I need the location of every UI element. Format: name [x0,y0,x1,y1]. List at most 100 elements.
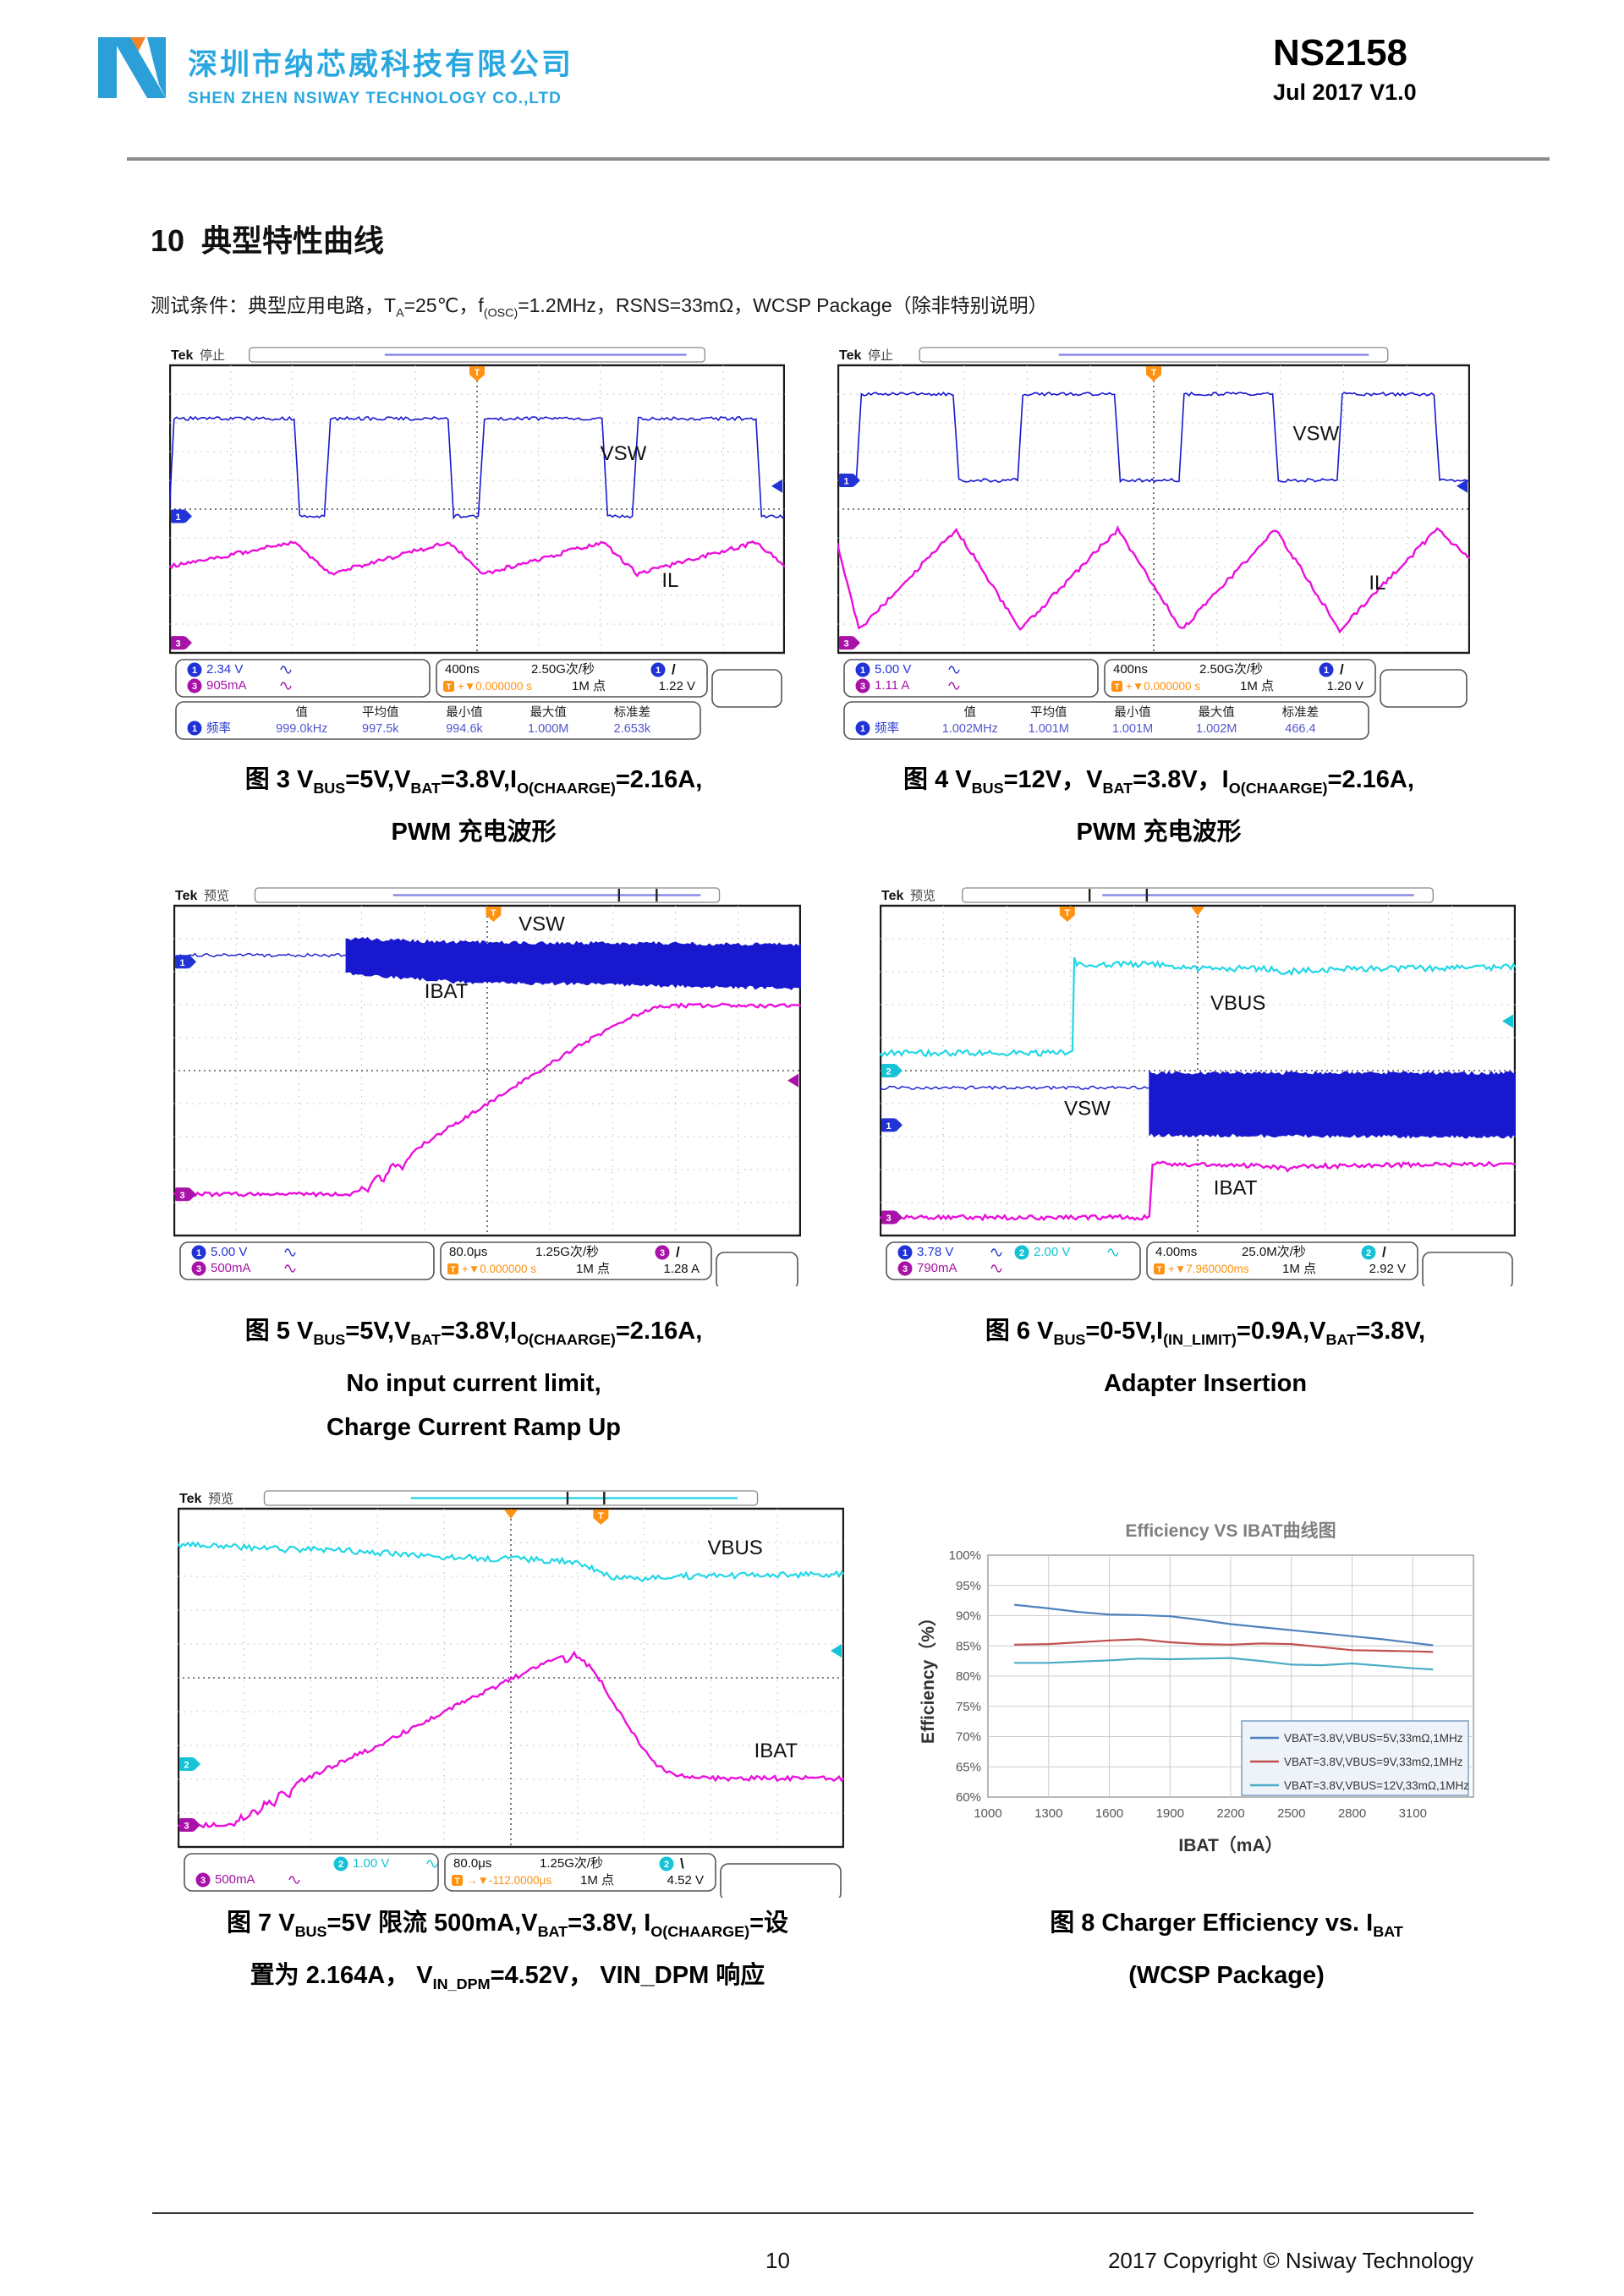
svg-text:Efficiency VS IBAT曲线图: Efficiency VS IBAT曲线图 [1125,1521,1336,1541]
svg-text:25.0M次/秒: 25.0M次/秒 [1242,1245,1306,1259]
svg-text:停止: 停止 [200,348,225,363]
svg-text:1.11 A: 1.11 A [875,678,909,693]
svg-text:Tek: Tek [881,889,903,903]
svg-text:5.00 V: 5.00 V [211,1245,247,1259]
caption-line: 图 8 Charger Efficiency vs. IBAT [884,1901,1569,1954]
svg-text:80%: 80% [956,1669,981,1684]
svg-text:3: 3 [660,1248,665,1258]
footer-copyright: 2017 Copyright © Nsiway Technology [152,2248,1473,2274]
svg-text:/: / [1340,661,1344,677]
company-name-en: SHEN ZHEN NSIWAY TECHNOLOGY CO.,LTD [188,90,573,108]
svg-text:997.5k: 997.5k [362,722,399,736]
svg-text:3: 3 [179,1191,184,1201]
svg-text:2.50G次/秒: 2.50G次/秒 [531,662,595,677]
svg-text:频率: 频率 [875,721,899,736]
svg-text:T: T [475,368,480,378]
svg-text:2: 2 [1019,1248,1024,1258]
caption-fig8: 图 8 Charger Efficiency vs. IBAT (WCSP Pac… [884,1901,1569,1997]
company-block: 深圳市纳芯威科技有限公司 SHEN ZHEN NSIWAY TECHNOLOGY… [188,41,573,108]
scope-fig3: Tek 停止 VSW IL T 1 3 1 2.34 V 3 905mA 400ns 2.50G次/秒 1… [169,345,785,750]
svg-text:3: 3 [843,639,848,649]
caption-fig4: 图 4 VBUS=12V，VBAT=3.8V，IO(CHAARGE)=2.16A… [816,758,1501,854]
company-name-cn: 深圳市纳芯威科技有限公司 [188,41,573,84]
svg-text:100%: 100% [949,1548,981,1563]
caption-line: 图 5 VBUS=5V,VBAT=3.8V,IO(CHAARGE)=2.16A, [131,1309,816,1362]
footer-divider [152,2212,1473,2214]
svg-text:1M 点: 1M 点 [580,1873,614,1888]
svg-text:VBAT=3.8V,VBUS=9V,33mΩ,1MHz: VBAT=3.8V,VBUS=9V,33mΩ,1MHz [1284,1756,1463,1768]
svg-text:1.25G次/秒: 1.25G次/秒 [540,1856,603,1871]
caption-line: Charge Current Ramp Up [131,1406,816,1449]
svg-text:500mA: 500mA [215,1872,255,1887]
svg-text:VSW: VSW [518,912,565,935]
scope-canvas-fig6: Tek 预览VBUSVSWIBATT2131 3.78 V 2 2.00 V3 790mA… [880,885,1516,1286]
svg-text:400ns: 400ns [1113,662,1148,677]
svg-text:T: T [1114,683,1119,693]
svg-text:70%: 70% [956,1730,981,1745]
svg-text:最大值: 最大值 [1198,705,1235,720]
svg-text:400ns: 400ns [445,662,480,677]
svg-text:1900: 1900 [1156,1806,1184,1821]
svg-text:Efficiency（%）: Efficiency（%） [918,1608,938,1744]
svg-text:1: 1 [886,1121,891,1132]
svg-text:IBAT: IBAT [1214,1176,1258,1199]
svg-text:T: T [1064,908,1070,918]
svg-text:停止: 停止 [868,348,893,363]
svg-text:3: 3 [192,682,197,692]
svg-text:1300: 1300 [1034,1806,1062,1821]
svg-text:790mA: 790mA [917,1261,957,1275]
caption-fig6: 图 6 VBUS=0-5V,I(IN_LIMIT)=0.9A,VBAT=3.8V… [863,1309,1548,1406]
svg-text:3: 3 [903,1264,908,1274]
svg-text:Tek: Tek [839,348,861,363]
svg-text:1.001M: 1.001M [1029,722,1069,736]
svg-text:1M 点: 1M 点 [1282,1262,1316,1276]
efficiency-chart-canvas: Efficiency VS IBAT曲线图 60% 65% 70% 75% 80% 85% 9… [914,1516,1506,1876]
svg-text:1: 1 [196,1248,201,1258]
svg-text:2: 2 [338,1860,343,1870]
svg-text:T: T [598,1511,604,1521]
svg-text:4.52 V: 4.52 V [667,1873,704,1888]
svg-text:2500: 2500 [1277,1806,1305,1821]
svg-text:2: 2 [886,1067,891,1077]
svg-text:VBUS: VBUS [707,1537,762,1559]
svg-text:1.001M: 1.001M [1112,722,1153,736]
svg-text:466.4: 466.4 [1285,722,1315,736]
svg-text:5.00 V: 5.00 V [875,662,911,677]
svg-text:1: 1 [860,666,865,676]
svg-text:IBAT: IBAT [754,1740,798,1762]
svg-text:T: T [1156,1266,1161,1275]
svg-text:→▼-112.0000μs: →▼-112.0000μs [466,1874,551,1887]
svg-text:VBUS: VBUS [1210,992,1265,1015]
svg-text:Tek: Tek [175,889,197,903]
svg-text:3: 3 [200,1876,206,1886]
caption-line: (WCSP Package) [884,1954,1569,1997]
part-number: NS2158 [1273,32,1417,74]
svg-text:1: 1 [843,477,848,487]
svg-text:2.50G次/秒: 2.50G次/秒 [1199,662,1263,677]
svg-text:1.22 V: 1.22 V [659,679,695,693]
svg-text:最大值: 最大值 [529,705,567,720]
svg-text:3: 3 [886,1214,891,1224]
svg-text:2: 2 [664,1860,669,1870]
svg-text:VBAT=3.8V,VBUS=5V,33mΩ,1MHz: VBAT=3.8V,VBUS=5V,33mΩ,1MHz [1284,1732,1463,1745]
svg-text:3100: 3100 [1399,1806,1427,1821]
svg-text:1.002M: 1.002M [1196,722,1237,736]
svg-text:最小值: 最小值 [446,705,483,720]
svg-text:IL: IL [1369,572,1385,595]
test-conditions: 测试条件：典型应用电路，TA=25℃，f(OSC)=1.2MHz，RSNS=33… [151,289,1048,321]
svg-text:75%: 75% [956,1700,981,1714]
svg-text:3: 3 [184,1822,189,1832]
svg-text:1000: 1000 [974,1806,1001,1821]
svg-text:/: / [1382,1244,1386,1260]
svg-text:1.002MHz: 1.002MHz [942,722,998,736]
svg-text:905mA: 905mA [206,678,247,693]
svg-text:2800: 2800 [1338,1806,1366,1821]
svg-text:VSW: VSW [601,442,647,465]
scope-fig5: Tek 预览 VSW IBAT T 1 3 1 5.00 V 3 500mA 80.0μs 1.25G次… [173,885,801,1290]
svg-text:平均值: 平均值 [362,705,399,720]
caption-line: PWM 充电波形 [131,810,816,854]
caption-line: 图 4 VBUS=12V，VBAT=3.8V，IO(CHAARGE)=2.16A… [816,758,1501,810]
svg-text:2200: 2200 [1216,1806,1244,1821]
svg-text:80.0μs: 80.0μs [453,1856,491,1871]
svg-text:IBAT: IBAT [425,980,469,1003]
